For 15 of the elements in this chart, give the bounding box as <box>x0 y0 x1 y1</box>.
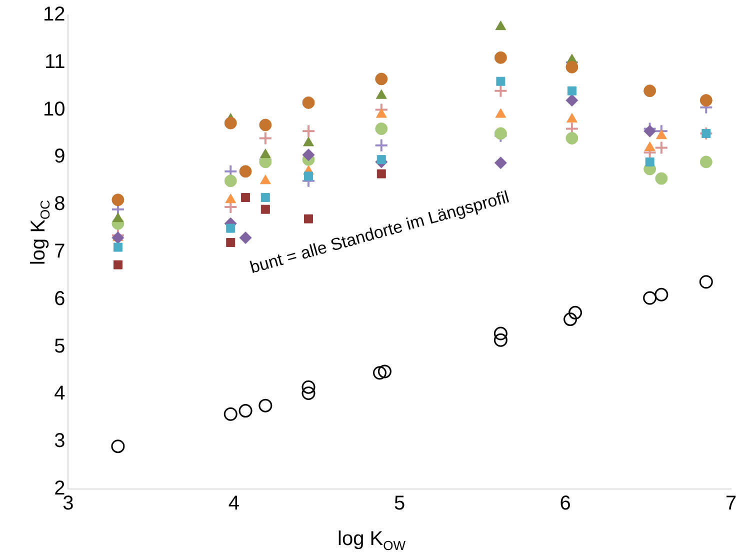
y-tick-label: 6 <box>54 288 66 310</box>
y-tick-label: 9 <box>54 146 66 168</box>
y-tick-label: 8 <box>54 193 66 216</box>
x-tick-label: 7 <box>725 492 737 515</box>
y-tick-label: 3 <box>54 430 66 452</box>
y-tick-label: 4 <box>54 382 66 405</box>
x-tick-label: 6 <box>560 492 571 515</box>
x-tick-label: 4 <box>228 492 240 515</box>
y-tick-label: 11 <box>44 50 66 73</box>
y-tick-label: 5 <box>54 335 66 358</box>
x-tick-label: 5 <box>394 492 406 515</box>
y-tick-label: 12 <box>42 4 66 26</box>
x-axis-title: log K$_{OW}$ <box>336 528 406 553</box>
y-tick-label: 7 <box>54 240 66 263</box>
y-tick-label: 10 <box>42 98 66 120</box>
